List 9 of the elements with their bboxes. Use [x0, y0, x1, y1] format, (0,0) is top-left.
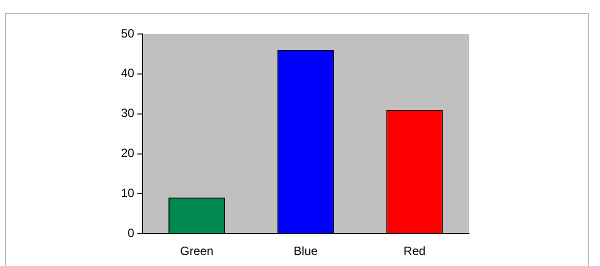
- y-tick-label: 40: [120, 66, 135, 80]
- x-tick-label: Green: [180, 244, 214, 258]
- y-tick-label: 10: [120, 186, 135, 200]
- y-tick-label: 50: [120, 26, 135, 40]
- y-tick-label: 20: [120, 146, 135, 160]
- x-tick-label: Red: [404, 244, 426, 258]
- y-tick-label: 0: [128, 226, 135, 240]
- x-tick-label: Blue: [294, 244, 318, 258]
- y-tick-label: 30: [120, 106, 135, 120]
